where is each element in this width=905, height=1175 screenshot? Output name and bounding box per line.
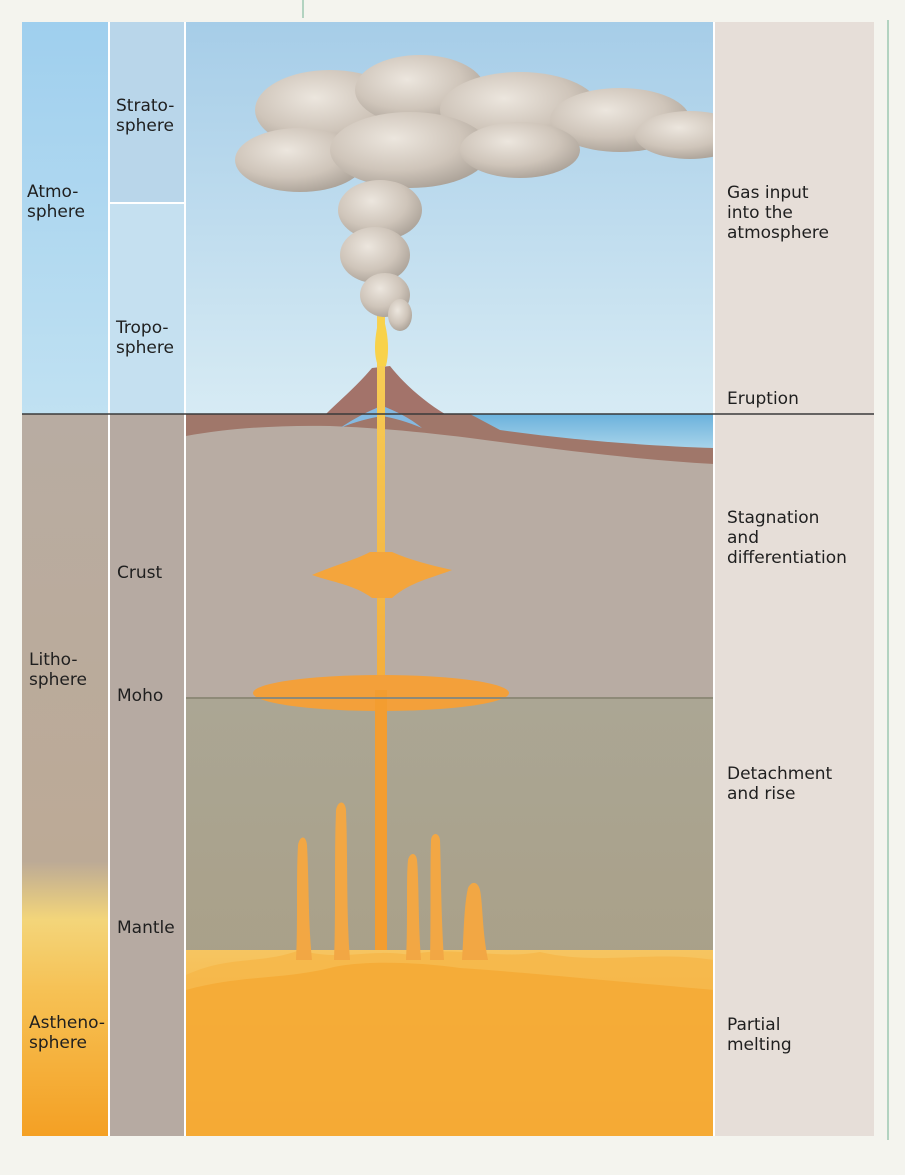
asthenosphere-label: Astheno- sphere [29,1013,106,1053]
partial-melting-label: Partial melting [727,1015,792,1055]
diapirs [296,802,488,960]
gas-input-label: Gas input into the atmosphere [727,183,829,243]
magma-conduit [377,300,385,900]
moho-label: Moho [117,686,164,706]
crustal-magma-chamber [312,552,452,598]
detachment-label: Detachment and rise [727,764,833,804]
atmosphere-band [22,22,108,414]
troposphere-label: Tropo- sphere [116,318,174,358]
volcano-cone [326,366,445,414]
mantle [186,698,714,978]
mantle-label: Mantle [117,918,175,938]
crust [186,414,714,698]
sea [470,414,714,448]
lithosphere-label: Litho- sphere [29,650,87,690]
crust-band [110,414,184,1136]
process-panel [714,22,874,1136]
troposphere-band [110,204,184,414]
ash-cloud [235,55,745,331]
atmosphere-label: Atmo- sphere [27,182,85,222]
stratosphere-band [110,22,184,202]
crust-label: Crust [117,563,163,583]
stagnation-label: Stagnation and differentiation [727,508,847,568]
lithosphere-band [22,414,108,1136]
eruption-label: Eruption [727,389,799,409]
stratosphere-label: Strato- sphere [116,96,175,136]
